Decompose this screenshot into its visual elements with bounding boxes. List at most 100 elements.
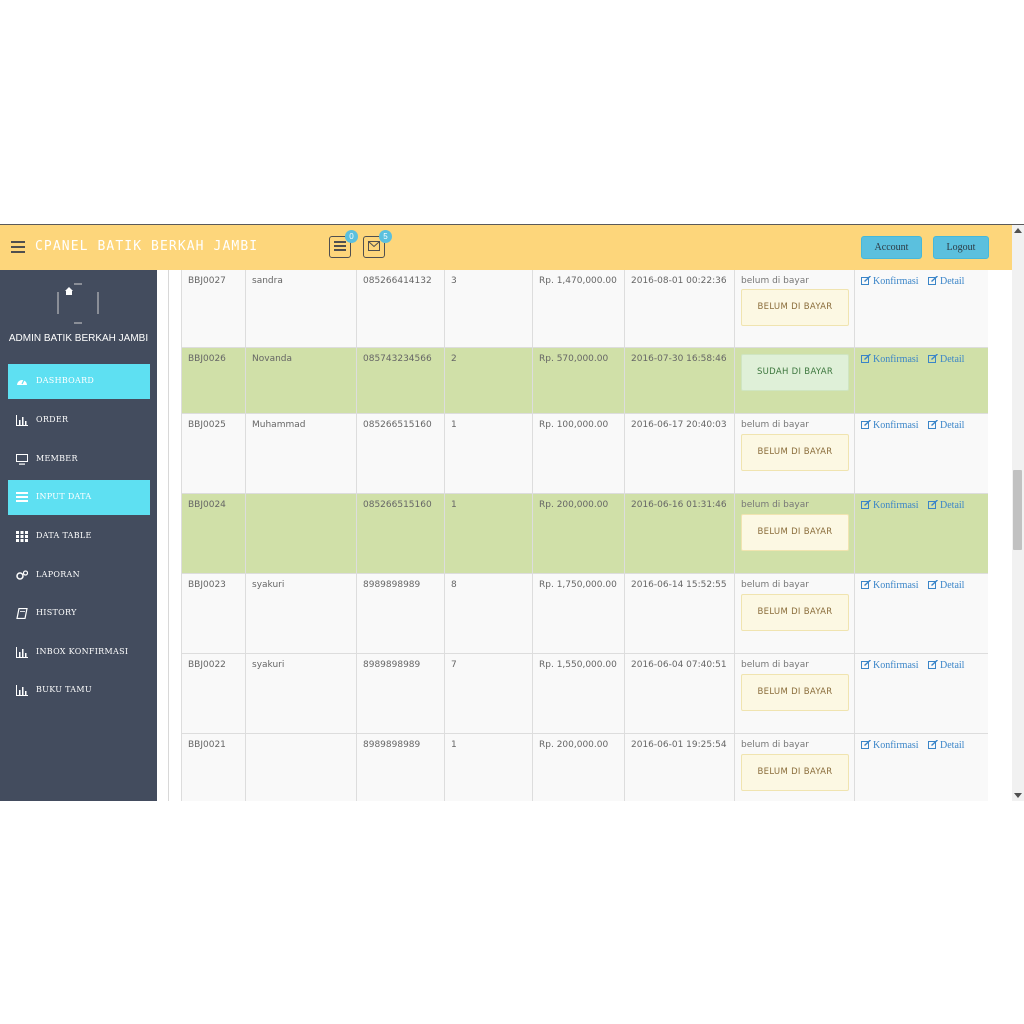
edit-icon (928, 353, 938, 363)
sidebar-item-member[interactable]: MEMBER (8, 442, 150, 477)
table-row: BBJ0022 syakuri 8989898989 7 Rp. 1,550,0… (182, 654, 988, 734)
table-row: BBJ0021 8989898989 1 Rp. 200,000.00 2016… (182, 734, 988, 801)
hamburger-menu-icon[interactable] (11, 241, 25, 253)
status-cell: belum di bayar BELUM DI BAYAR (735, 270, 855, 347)
scroll-down-arrow-icon[interactable] (1014, 793, 1022, 798)
date-cell: 2016-06-04 07:40:51 (625, 654, 735, 733)
orders-notification-button[interactable]: 0 (329, 230, 358, 258)
sidebar-item-label: LAPORAN (36, 570, 80, 579)
scrollbar-thumb[interactable] (1013, 470, 1022, 550)
status-cell: belum di bayar BELUM DI BAYAR (735, 414, 855, 493)
total-cell: Rp. 100,000.00 (533, 414, 625, 493)
konfirmasi-link[interactable]: Konfirmasi (861, 579, 919, 591)
list-icon (334, 241, 346, 251)
sidebar-item-label: DATA TABLE (36, 531, 92, 540)
order-id-cell: BBJ0023 (182, 574, 246, 653)
orders-count-badge: 0 (345, 230, 358, 243)
sidebar-item-dashboard[interactable]: DASHBOARD (8, 364, 150, 399)
messages-notification-button[interactable]: 5 (363, 230, 392, 258)
sidebar-item-order[interactable]: ORDER (8, 403, 150, 438)
konfirmasi-label: Konfirmasi (873, 580, 919, 591)
status-cell: belum di bayar BELUM DI BAYAR (735, 654, 855, 733)
order-id-cell: BBJ0026 (182, 348, 246, 413)
konfirmasi-label: Konfirmasi (873, 740, 919, 751)
konfirmasi-link[interactable]: Konfirmasi (861, 499, 919, 511)
quantity-cell: 7 (445, 654, 533, 733)
sidebar-item-label: ORDER (36, 415, 69, 424)
date-cell: 2016-06-17 20:40:03 (625, 414, 735, 493)
order-id-cell: BBJ0024 (182, 494, 246, 573)
book-icon (16, 608, 28, 619)
scroll-up-arrow-icon[interactable] (1014, 228, 1022, 233)
date-cell: 2016-06-01 19:25:54 (625, 734, 735, 801)
sidebar-item-label: BUKU TAMU (36, 685, 92, 694)
konfirmasi-link[interactable]: Konfirmasi (861, 419, 919, 431)
quantity-cell: 1 (445, 414, 533, 493)
app-window: CPANEL BATIK BERKAH JAMBI 0 5 Account Lo… (0, 224, 1024, 801)
konfirmasi-link[interactable]: Konfirmasi (861, 659, 919, 671)
status-cell: SUDAH DI BAYAR (735, 348, 855, 413)
status-cell: belum di bayar BELUM DI BAYAR (735, 734, 855, 801)
actions-cell: Konfirmasi Detail (855, 494, 988, 573)
sidebar-item-inbox-konfirmasi[interactable]: INBOX KONFIRMASI (8, 635, 150, 670)
total-cell: Rp. 1,470,000.00 (533, 270, 625, 347)
vertical-scrollbar[interactable] (1012, 225, 1024, 801)
quantity-cell: 1 (445, 734, 533, 801)
quantity-cell: 3 (445, 270, 533, 347)
konfirmasi-link[interactable]: Konfirmasi (861, 353, 919, 365)
detail-link[interactable]: Detail (928, 659, 964, 671)
sidebar-item-buku-tamu[interactable]: BUKU TAMU (8, 673, 150, 708)
status-badge: SUDAH DI BAYAR (741, 354, 849, 391)
account-button[interactable]: Account (861, 236, 922, 259)
list-icon (16, 492, 28, 502)
sidebar-item-data-table[interactable]: DATA TABLE (8, 519, 150, 554)
actions-cell: Konfirmasi Detail (855, 414, 988, 493)
admin-name: ADMIN BATIK BERKAH JAMBI (8, 333, 149, 344)
status-cell: belum di bayar BELUM DI BAYAR (735, 494, 855, 573)
detail-link[interactable]: Detail (928, 739, 965, 751)
konfirmasi-label: Konfirmasi (873, 276, 919, 287)
detail-link[interactable]: Detail (928, 499, 965, 511)
table-row: BBJ0027 sandra 085266414132 3 Rp. 1,470,… (182, 270, 988, 348)
detail-link[interactable]: Detail (928, 353, 965, 365)
desktop-icon (16, 454, 28, 465)
konfirmasi-link[interactable]: Konfirmasi (861, 275, 919, 287)
order-id-cell: BBJ0027 (182, 270, 246, 347)
total-cell: Rp. 1,750,000.00 (533, 574, 625, 653)
logout-button[interactable]: Logout (933, 236, 989, 259)
phone-cell: 085743234566 (357, 348, 445, 413)
table-row: BBJ0024 085266515160 1 Rp. 200,000.00 20… (182, 494, 988, 574)
detail-link[interactable]: Detail (928, 579, 964, 591)
status-text: belum di bayar (741, 500, 809, 510)
status-text: belum di bayar (741, 660, 809, 670)
bar-chart-icon (16, 685, 28, 696)
content-divider (168, 270, 169, 801)
quantity-cell: 1 (445, 494, 533, 573)
edit-icon (861, 739, 871, 749)
actions-cell: Konfirmasi Detail (855, 574, 988, 653)
sidebar-item-input-data[interactable]: INPUT DATA (8, 480, 150, 515)
sidebar-item-label: DASHBOARD (36, 376, 95, 385)
orders-table: BBJ0027 sandra 085266414132 3 Rp. 1,470,… (181, 270, 988, 801)
sidebar-item-label: INBOX KONFIRMASI (36, 647, 129, 656)
detail-label: Detail (940, 354, 965, 365)
edit-icon (928, 499, 938, 509)
detail-link[interactable]: Detail (928, 275, 964, 287)
gears-icon (16, 570, 28, 580)
edit-icon (928, 275, 938, 285)
edit-icon (861, 275, 871, 285)
edit-icon (861, 659, 871, 669)
dashboard-icon (17, 379, 27, 385)
edit-icon (861, 579, 871, 589)
order-id-cell: BBJ0022 (182, 654, 246, 733)
sidebar-item-laporan[interactable]: LAPORAN (8, 558, 150, 593)
customer-name-cell (246, 494, 357, 573)
detail-label: Detail (940, 500, 965, 511)
konfirmasi-link[interactable]: Konfirmasi (861, 739, 919, 751)
admin-avatar-icon (57, 283, 99, 324)
sidebar-item-history[interactable]: HISTORY (8, 596, 150, 631)
detail-link[interactable]: Detail (928, 419, 964, 431)
status-text: belum di bayar (741, 420, 809, 430)
edit-icon (861, 419, 871, 429)
detail-label: Detail (940, 740, 965, 751)
